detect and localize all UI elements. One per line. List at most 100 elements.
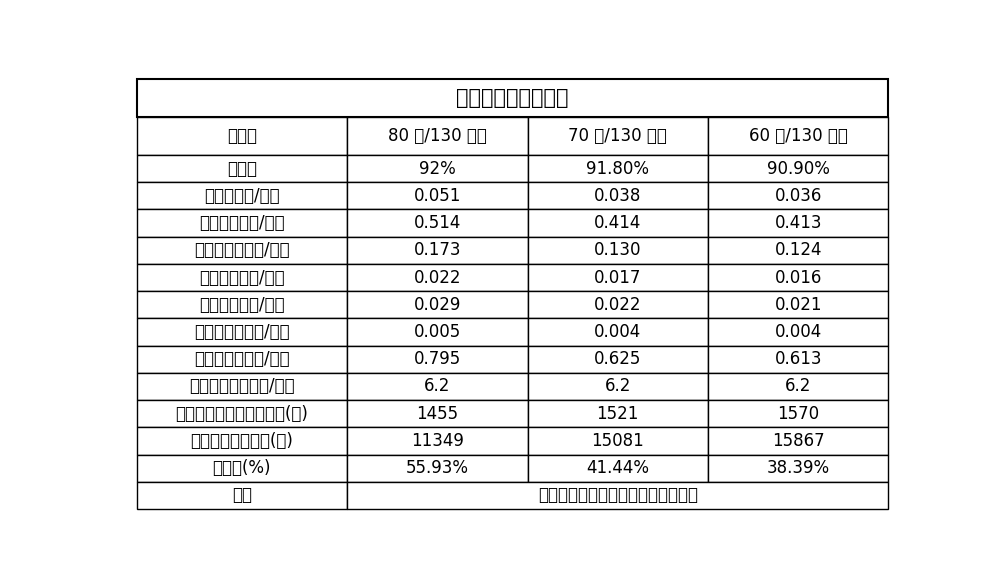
Text: 硅耗量(%): 硅耗量(%) bbox=[213, 459, 271, 477]
Bar bbox=[137, 237, 347, 264]
Bar bbox=[528, 155, 708, 182]
Text: 以上成本未考虑人工费以及水电费等: 以上成本未考虑人工费以及水电费等 bbox=[538, 487, 698, 505]
Bar bbox=[708, 155, 888, 182]
Bar bbox=[347, 264, 528, 291]
Bar bbox=[137, 210, 347, 237]
Bar bbox=[347, 427, 528, 455]
Text: 主轴成本（元/片）: 主轴成本（元/片） bbox=[199, 268, 285, 286]
Bar bbox=[137, 117, 347, 155]
Text: 过线轮成本（元/片）: 过线轮成本（元/片） bbox=[194, 323, 290, 341]
Bar bbox=[347, 117, 528, 155]
Text: 15081: 15081 bbox=[591, 432, 644, 450]
Bar bbox=[528, 117, 708, 155]
Text: 55.93%: 55.93% bbox=[406, 459, 469, 477]
Text: 行标签: 行标签 bbox=[227, 127, 257, 145]
Text: 0.514: 0.514 bbox=[414, 214, 461, 232]
Bar bbox=[708, 318, 888, 346]
Text: 0.051: 0.051 bbox=[414, 187, 461, 205]
Text: 38.39%: 38.39% bbox=[767, 459, 830, 477]
Text: 0.414: 0.414 bbox=[594, 214, 641, 232]
Bar bbox=[347, 318, 528, 346]
Text: 胶水成本（元/片）: 胶水成本（元/片） bbox=[199, 296, 285, 314]
Bar bbox=[528, 400, 708, 427]
Text: 90.90%: 90.90% bbox=[767, 159, 830, 178]
Bar bbox=[137, 455, 347, 482]
Bar bbox=[137, 318, 347, 346]
Bar bbox=[708, 291, 888, 318]
Text: 11349: 11349 bbox=[411, 432, 464, 450]
Bar bbox=[347, 346, 528, 373]
Text: 0.625: 0.625 bbox=[594, 350, 641, 368]
Bar bbox=[347, 237, 528, 264]
Bar bbox=[137, 427, 347, 455]
Text: 1521: 1521 bbox=[597, 404, 639, 423]
Bar bbox=[137, 346, 347, 373]
Bar bbox=[137, 291, 347, 318]
Text: 0.021: 0.021 bbox=[774, 296, 822, 314]
Bar bbox=[528, 237, 708, 264]
Bar bbox=[708, 427, 888, 455]
Bar bbox=[708, 400, 888, 427]
Text: 0.022: 0.022 bbox=[414, 268, 461, 286]
Bar bbox=[528, 346, 708, 373]
Bar bbox=[347, 482, 888, 509]
Bar bbox=[528, 264, 708, 291]
Text: 6.2: 6.2 bbox=[605, 378, 631, 395]
Text: 硅片销售单价（元/片）: 硅片销售单价（元/片） bbox=[189, 378, 295, 395]
Text: 单刀硅片销售总额(元): 单刀硅片销售总额(元) bbox=[190, 432, 293, 450]
Text: 92%: 92% bbox=[419, 159, 456, 178]
Bar bbox=[708, 264, 888, 291]
Text: 91.80%: 91.80% bbox=[586, 159, 649, 178]
Text: 6.2: 6.2 bbox=[785, 378, 811, 395]
Text: 60 线/130 片厚: 60 线/130 片厚 bbox=[749, 127, 848, 145]
Text: 70 线/130 片厚: 70 线/130 片厚 bbox=[568, 127, 667, 145]
Text: 0.029: 0.029 bbox=[414, 296, 461, 314]
Text: 良品率: 良品率 bbox=[227, 159, 257, 178]
Text: 0.038: 0.038 bbox=[594, 187, 641, 205]
Bar bbox=[137, 182, 347, 210]
Bar bbox=[137, 264, 347, 291]
Text: 0.005: 0.005 bbox=[414, 323, 461, 341]
Bar bbox=[708, 455, 888, 482]
Text: 单刀硅片切割主辅料总额(元): 单刀硅片切割主辅料总额(元) bbox=[175, 404, 308, 423]
Bar bbox=[347, 400, 528, 427]
Text: 15867: 15867 bbox=[772, 432, 824, 450]
Bar bbox=[137, 155, 347, 182]
Text: 主辅料成本（元/片）: 主辅料成本（元/片） bbox=[194, 350, 290, 368]
Bar bbox=[528, 427, 708, 455]
Text: 切割液成本（元/片）: 切割液成本（元/片） bbox=[194, 242, 290, 260]
Bar bbox=[528, 182, 708, 210]
Text: 0.613: 0.613 bbox=[774, 350, 822, 368]
Text: 0.022: 0.022 bbox=[594, 296, 641, 314]
Bar bbox=[528, 210, 708, 237]
Text: 41.44%: 41.44% bbox=[586, 459, 649, 477]
Text: 1570: 1570 bbox=[777, 404, 819, 423]
Text: 金刚线切割成本模型: 金刚线切割成本模型 bbox=[456, 88, 569, 108]
Text: 80 线/130 片厚: 80 线/130 片厚 bbox=[388, 127, 487, 145]
Text: 0.413: 0.413 bbox=[774, 214, 822, 232]
Text: 折旧费（元/片）: 折旧费（元/片） bbox=[204, 187, 280, 205]
Bar bbox=[347, 155, 528, 182]
Bar bbox=[347, 455, 528, 482]
Bar bbox=[708, 182, 888, 210]
Bar bbox=[528, 373, 708, 400]
Bar bbox=[137, 400, 347, 427]
Bar bbox=[528, 455, 708, 482]
Bar bbox=[137, 373, 347, 400]
Bar bbox=[347, 373, 528, 400]
Bar bbox=[137, 482, 347, 509]
Bar bbox=[708, 346, 888, 373]
Bar bbox=[708, 117, 888, 155]
Bar bbox=[708, 373, 888, 400]
Bar bbox=[528, 291, 708, 318]
Text: 0.124: 0.124 bbox=[774, 242, 822, 260]
Text: 0.004: 0.004 bbox=[775, 323, 822, 341]
Text: 0.036: 0.036 bbox=[774, 187, 822, 205]
Bar bbox=[137, 79, 888, 117]
Bar bbox=[347, 210, 528, 237]
Text: 1455: 1455 bbox=[416, 404, 458, 423]
Bar bbox=[708, 237, 888, 264]
Text: 0.173: 0.173 bbox=[414, 242, 461, 260]
Text: 钢线成本（元/片）: 钢线成本（元/片） bbox=[199, 214, 285, 232]
Text: 0.130: 0.130 bbox=[594, 242, 641, 260]
